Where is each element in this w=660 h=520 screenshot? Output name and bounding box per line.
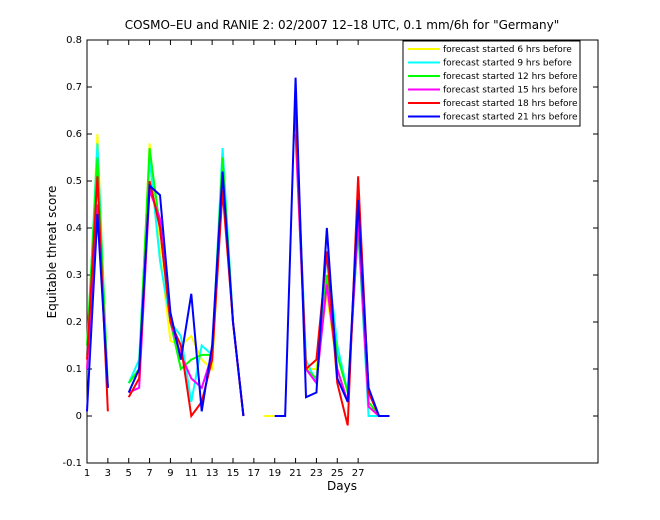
- x-axis-label: Days: [327, 479, 357, 493]
- y-tick-label: -0.1: [62, 458, 82, 469]
- legend-label: forecast started 18 hrs before: [443, 99, 578, 109]
- legend-label: forecast started 12 hrs before: [443, 72, 578, 82]
- x-tick-label: 27: [352, 468, 365, 479]
- y-tick-label: 0.5: [66, 176, 82, 187]
- legend-label: forecast started 15 hrs before: [443, 86, 578, 96]
- y-tick-label: 0.4: [66, 223, 82, 234]
- x-tick-label: 21: [289, 468, 302, 479]
- x-tick-label: 19: [268, 468, 281, 479]
- y-tick-label: 0: [76, 411, 82, 422]
- x-tick-label: 9: [167, 468, 173, 479]
- x-tick-label: 17: [247, 468, 260, 479]
- x-tick-label: 25: [331, 468, 344, 479]
- series-line: [86, 77, 390, 417]
- legend-label: forecast started 21 hrs before: [443, 113, 578, 123]
- chart-title: COSMO–EU and RANIE 2: 02/2007 12–18 UTC,…: [125, 18, 560, 32]
- y-tick-label: 0.8: [66, 35, 82, 46]
- x-tick-label: 13: [206, 468, 219, 479]
- y-axis-label: Equitable threat score: [45, 186, 59, 319]
- y-tick-label: 0.1: [66, 364, 82, 375]
- legend-box: [402, 40, 581, 127]
- x-tick-label: 7: [146, 468, 152, 479]
- y-tick-label: 0.2: [66, 317, 82, 328]
- y-tick-label: 0.7: [66, 82, 82, 93]
- series-line: [86, 133, 390, 417]
- x-tick-label: 3: [105, 468, 111, 479]
- x-tick-label: 11: [185, 468, 198, 479]
- legend-label: forecast started 9 hrs before: [443, 59, 572, 69]
- x-tick-label: 15: [227, 468, 240, 479]
- x-tick-label: 23: [310, 468, 323, 479]
- y-tick-label: 0.6: [66, 129, 82, 140]
- x-tick-label: 1: [84, 468, 90, 479]
- legend-label: forecast started 6 hrs before: [443, 45, 572, 55]
- y-tick-label: 0.3: [66, 270, 82, 281]
- x-tick-label: 5: [126, 468, 132, 479]
